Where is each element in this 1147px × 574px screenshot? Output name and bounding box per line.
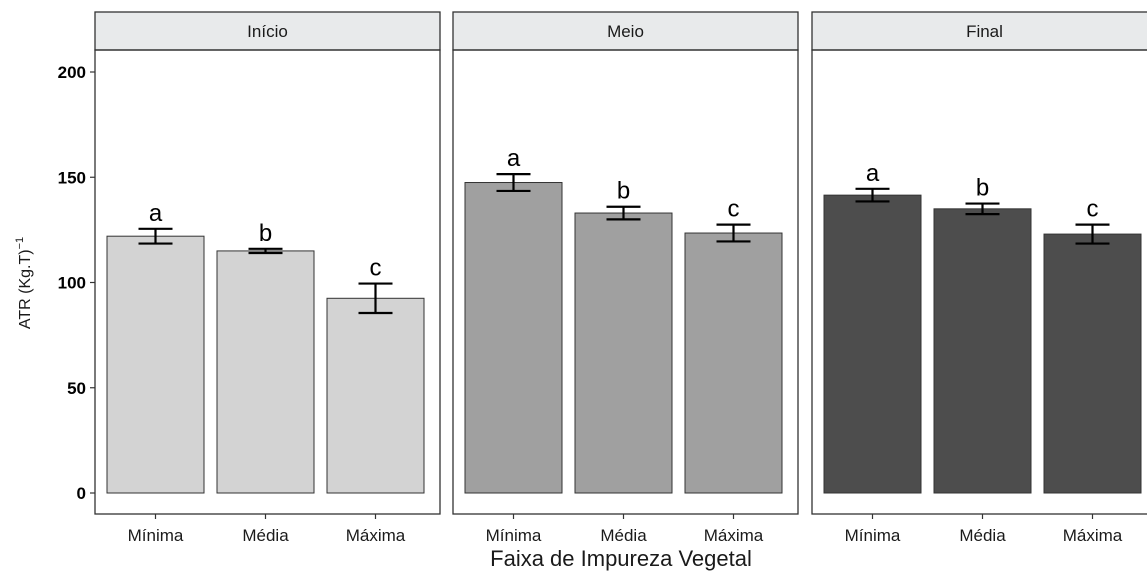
error-bar — [965, 202, 1000, 216]
y-axis-title: ATR (Kg.T)−1 — [14, 237, 34, 329]
bar-máxima — [684, 232, 783, 494]
error-bar — [496, 172, 531, 193]
panel-strip — [811, 11, 1147, 51]
significance-label: b — [976, 175, 989, 202]
error-bar — [716, 223, 751, 243]
error-bar — [855, 187, 890, 203]
bar-mínima — [823, 194, 922, 494]
x-axis-title: Faixa de Impureza Vegetal — [490, 546, 752, 571]
y-tick-label: 50 — [67, 379, 86, 398]
bar-média — [933, 208, 1032, 494]
bar-média — [216, 250, 315, 494]
x-tick-label: Mínima — [845, 526, 901, 545]
error-bar — [606, 205, 641, 221]
significance-label: a — [866, 160, 880, 187]
x-tick-label: Média — [959, 526, 1006, 545]
significance-label: b — [617, 178, 630, 205]
panel-border — [452, 49, 799, 515]
y-title-superscript: −1 — [14, 237, 26, 250]
x-tick-label: Média — [600, 526, 647, 545]
y-title-main: ATR (Kg.T) — [17, 249, 34, 329]
y-tick-label: 100 — [58, 274, 86, 293]
error-bar — [358, 282, 393, 315]
panel-border — [811, 49, 1147, 515]
significance-label: c — [1087, 196, 1099, 223]
panel-title: Início — [247, 22, 288, 41]
significance-label: c — [728, 196, 740, 223]
significance-label: c — [370, 255, 382, 282]
x-tick-label: Mínima — [486, 526, 542, 545]
y-tick-label: 150 — [58, 168, 86, 187]
panel-1: Início a Mínima b Média c Máxima — [94, 11, 441, 545]
panel-title: Meio — [607, 22, 644, 41]
error-bar — [248, 247, 283, 255]
error-bar — [138, 227, 173, 245]
x-tick-label: Máxima — [704, 526, 764, 545]
bar-mínima — [464, 182, 563, 494]
y-tick-label: 0 — [77, 484, 86, 503]
y-axis: 0 50 100 150 200 — [58, 63, 95, 503]
significance-label: b — [259, 220, 272, 247]
bar-máxima — [1043, 233, 1142, 494]
panels-layer: Início a Mínima b Média c Máxima Meio a Mínima b Mé… — [94, 11, 1147, 545]
y-tick-label: 200 — [58, 63, 86, 82]
panel-2: Meio a Mínima b Média c Máxima — [452, 11, 799, 545]
panel-3: Final a Mínima b Média c Máxima — [811, 11, 1147, 545]
significance-label: a — [149, 200, 163, 227]
significance-label: a — [507, 145, 521, 172]
panel-strip — [94, 11, 441, 51]
x-tick-label: Mínima — [128, 526, 184, 545]
panel-title: Final — [966, 22, 1003, 41]
x-tick-label: Máxima — [346, 526, 406, 545]
x-tick-label: Máxima — [1063, 526, 1123, 545]
error-bar — [1075, 223, 1110, 245]
x-tick-label: Média — [242, 526, 289, 545]
bar-máxima — [326, 297, 425, 494]
bar-média — [574, 212, 673, 494]
bar-mínima — [106, 235, 205, 494]
